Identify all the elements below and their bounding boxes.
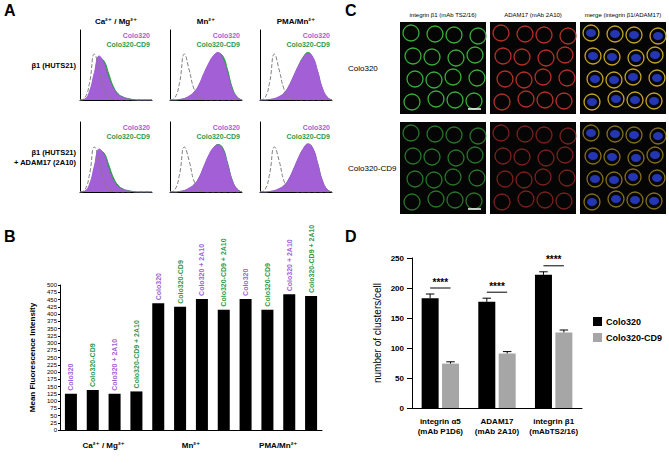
svg-text:200: 200 xyxy=(391,284,405,293)
svg-text:125: 125 xyxy=(47,391,58,397)
svg-text:Mn²⁺: Mn²⁺ xyxy=(197,17,215,26)
svg-text:(mAbTS2/16): (mAbTS2/16) xyxy=(529,427,578,436)
svg-text:Colo320: Colo320 xyxy=(348,64,378,73)
svg-text:Colo320-CD9: Colo320-CD9 xyxy=(264,263,271,307)
svg-text:A: A xyxy=(4,2,16,19)
svg-text:PMA/Mn²⁺: PMA/Mn²⁺ xyxy=(259,441,297,450)
svg-text:50: 50 xyxy=(395,374,404,383)
svg-text:Colo320: Colo320 xyxy=(303,32,330,39)
svg-text:integrin α5: integrin α5 xyxy=(420,417,461,426)
svg-text:Colo320-CD9 + 2A10: Colo320-CD9 + 2A10 xyxy=(220,238,227,306)
svg-text:B: B xyxy=(4,228,16,245)
svg-text:Colo320: Colo320 xyxy=(123,32,150,39)
svg-text:Mean Fluorescence Intensity: Mean Fluorescence Intensity xyxy=(28,302,37,412)
svg-text:β1 (HUTS21): β1 (HUTS21) xyxy=(31,148,76,157)
svg-text:450: 450 xyxy=(47,297,58,303)
svg-text:Colo320 + 2A10: Colo320 + 2A10 xyxy=(111,339,118,391)
svg-text:****: **** xyxy=(489,281,505,292)
svg-text:25: 25 xyxy=(50,420,57,426)
svg-text:Colo320-CD9 + 2A10: Colo320-CD9 + 2A10 xyxy=(308,225,315,293)
svg-text:150: 150 xyxy=(391,314,405,323)
svg-text:Colo320: Colo320 xyxy=(606,317,641,327)
svg-text:integrin β1 (mAb TS2/16): integrin β1 (mAb TS2/16) xyxy=(409,12,476,18)
svg-text:Mn²⁺: Mn²⁺ xyxy=(182,441,200,450)
svg-text:200: 200 xyxy=(47,369,58,375)
svg-text:275: 275 xyxy=(47,347,58,353)
svg-text:integrin β1: integrin β1 xyxy=(533,417,574,426)
svg-text:500: 500 xyxy=(47,282,58,288)
svg-text:(mAb P1D6): (mAb P1D6) xyxy=(418,427,464,436)
svg-text:Colo320-CD9: Colo320-CD9 xyxy=(286,133,330,140)
svg-text:PMA/Mn²⁺: PMA/Mn²⁺ xyxy=(277,17,315,26)
svg-text:ADAM17 (mAb 2A10): ADAM17 (mAb 2A10) xyxy=(504,12,562,18)
svg-text:0: 0 xyxy=(54,427,58,433)
svg-text:Colo320: Colo320 xyxy=(303,124,330,131)
svg-text:Colo320: Colo320 xyxy=(67,363,74,390)
svg-text:100: 100 xyxy=(391,344,405,353)
svg-text:350: 350 xyxy=(47,326,58,332)
svg-text:250: 250 xyxy=(47,355,58,361)
svg-text:325: 325 xyxy=(47,333,58,339)
svg-text:Colo320: Colo320 xyxy=(213,124,240,131)
svg-text:75: 75 xyxy=(50,405,57,411)
svg-text:Colo320 + 2A10: Colo320 + 2A10 xyxy=(286,239,293,291)
svg-text:100: 100 xyxy=(47,398,58,404)
svg-text:400: 400 xyxy=(47,311,58,317)
svg-text:Colo320-CD9: Colo320-CD9 xyxy=(177,260,184,304)
svg-text:β1 (HUTS21): β1 (HUTS21) xyxy=(31,61,76,70)
svg-text:Colo320-CD9: Colo320-CD9 xyxy=(196,41,240,48)
svg-text:300: 300 xyxy=(47,340,58,346)
svg-text:Ca²⁺ / Mg²⁺: Ca²⁺ / Mg²⁺ xyxy=(95,17,137,26)
svg-text:(mAb 2A10): (mAb 2A10) xyxy=(475,427,520,436)
svg-text:Colo320: Colo320 xyxy=(242,269,249,296)
svg-text:225: 225 xyxy=(47,362,58,368)
svg-text:Colo320-CD9: Colo320-CD9 xyxy=(89,343,96,387)
svg-text:+ ADAM17 (2A10): + ADAM17 (2A10) xyxy=(14,158,77,167)
svg-text:Colo320-CD9: Colo320-CD9 xyxy=(286,41,330,48)
svg-text:merge (integrin β1/ADAM17): merge (integrin β1/ADAM17) xyxy=(585,12,661,18)
svg-text:Colo320: Colo320 xyxy=(155,273,162,300)
svg-text:****: **** xyxy=(546,254,562,265)
svg-text:0: 0 xyxy=(400,404,405,413)
svg-text:Colo320 + 2A10: Colo320 + 2A10 xyxy=(198,244,205,296)
svg-text:150: 150 xyxy=(47,384,58,390)
svg-text:Colo320: Colo320 xyxy=(123,124,150,131)
svg-text:375: 375 xyxy=(47,318,58,324)
svg-text:Colo320-CD9: Colo320-CD9 xyxy=(106,41,150,48)
svg-text:ADAM17: ADAM17 xyxy=(481,417,514,426)
svg-text:175: 175 xyxy=(47,376,58,382)
svg-text:Colo320-CD9: Colo320-CD9 xyxy=(106,133,150,140)
svg-text:D: D xyxy=(345,228,357,245)
svg-text:50: 50 xyxy=(50,413,57,419)
svg-text:C: C xyxy=(345,2,357,19)
svg-text:Ca²⁺ / Mg²⁺: Ca²⁺ / Mg²⁺ xyxy=(83,441,125,450)
svg-text:number of clusters/cell: number of clusters/cell xyxy=(372,283,383,383)
svg-text:Colo320: Colo320 xyxy=(213,32,240,39)
svg-text:Colo320-CD9: Colo320-CD9 xyxy=(196,133,240,140)
svg-text:Colo320-CD9: Colo320-CD9 xyxy=(606,333,662,343)
svg-text:475: 475 xyxy=(47,289,58,295)
svg-text:425: 425 xyxy=(47,304,58,310)
svg-text:250: 250 xyxy=(391,254,405,263)
svg-text:Colo320-CD9 + 2A10: Colo320-CD9 + 2A10 xyxy=(133,320,140,388)
svg-text:****: **** xyxy=(433,277,449,288)
svg-text:Colo320-CD9: Colo320-CD9 xyxy=(348,164,397,173)
